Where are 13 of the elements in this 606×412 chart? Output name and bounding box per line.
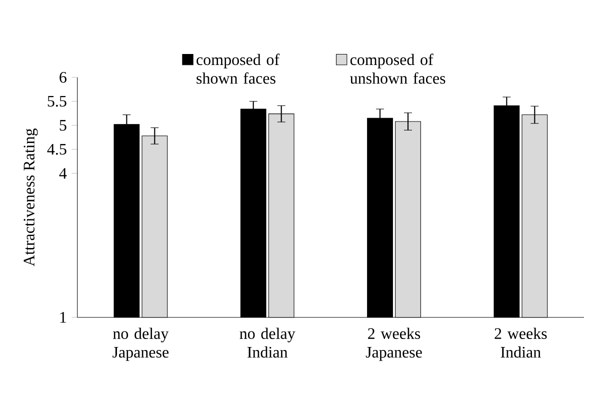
- y-tick-label: 5: [60, 120, 66, 131]
- x-tick-label: 2 weeks Japanese: [366, 328, 422, 361]
- legend-label: composed of unshown faces: [350, 54, 446, 84]
- x-tick-label: no delay Japanese: [112, 328, 169, 361]
- y-axis-title: Attractiveness Rating: [24, 128, 38, 266]
- y-tick-label: 4: [59, 168, 67, 179]
- y-tick-label: 5.5: [48, 96, 66, 107]
- y-tick-label: 6: [60, 72, 66, 83]
- x-tick-label: no delay Indian: [240, 328, 296, 358]
- y-tick-label: 1: [60, 312, 66, 323]
- y-tick-label: 4.5: [47, 144, 66, 155]
- x-tick-label: 2 weeks Indian: [494, 328, 547, 358]
- legend-label: composed of shown faces: [196, 54, 280, 84]
